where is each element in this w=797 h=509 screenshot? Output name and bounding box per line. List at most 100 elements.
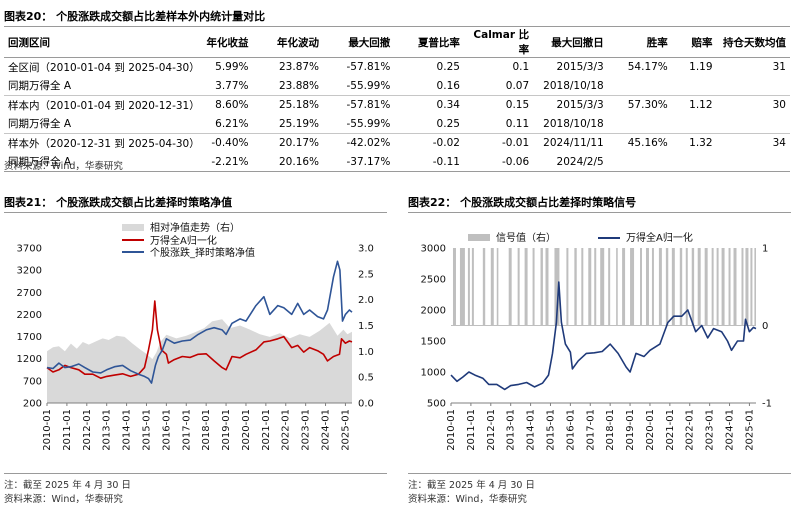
table-cell: 2015/3/3 [556, 61, 604, 74]
left-chart-bottom-rule [4, 473, 387, 474]
x-tick-label: 2023-01 [705, 409, 716, 451]
table-cell: -57.81% [346, 99, 391, 112]
header-cell: 年化波动 [252, 27, 324, 58]
right-chart-title: 图表22： 个股涨跌成交额占比差择时策略信号 [408, 196, 637, 209]
x-tick-label: 2025-01 [744, 409, 755, 451]
table-cell: 2024/11/11 [543, 137, 604, 150]
table-cell [607, 114, 672, 134]
table-cell: -0.11 [394, 152, 464, 172]
left-chart-top-rule [4, 212, 387, 213]
x-tick-label: 2014-01 [122, 409, 133, 451]
signal-bar [728, 248, 731, 326]
stats-table: 回测区间 年化收益 年化波动 最大回撤 夏普比率 Calmar 比率 最大回撤日… [4, 27, 790, 172]
x-tick-label: 2018-01 [201, 409, 212, 451]
left-chart-title: 图表21： 个股涨跌成交额占比差择时策略净值 [4, 196, 233, 209]
table-cell: -0.06 [463, 152, 534, 172]
signal-bar [554, 248, 560, 326]
y-left-tick-label: 3200 [17, 266, 42, 277]
signal-bar [545, 248, 549, 326]
table-cell: 2018/10/18 [533, 76, 608, 96]
y-right-tick-label: 1 [762, 244, 768, 255]
table-cell: -0.40% [211, 137, 249, 150]
table-cell: 34 [772, 137, 786, 150]
table-cell [716, 152, 790, 172]
signal-bar [651, 248, 654, 326]
right-chart-bottom-rule [408, 473, 791, 474]
signal-bar [524, 248, 528, 326]
y-right-tick-label: 2.0 [358, 295, 374, 306]
y-left-tick-label: 3700 [17, 244, 42, 255]
table-top-rule [4, 26, 790, 27]
table-cell: 23.87% [279, 61, 320, 74]
signal-bar [697, 248, 701, 326]
table-row: 样本外（2020-12-31 到 2025-04-30） -0.40% 20.17%… [4, 134, 790, 153]
table-cell: 20.17% [279, 137, 320, 150]
signal-bar [588, 248, 592, 326]
table-title: 图表20： 个股涨跌成交额占比差样本外内统计量对比 [4, 10, 266, 23]
signal-bar [685, 248, 688, 326]
table-cell: -57.81% [346, 61, 391, 74]
series-area-relative [47, 319, 352, 403]
header-cell: 最大回撤日 [533, 27, 608, 58]
table-cell: -55.99% [323, 114, 395, 134]
table-cell: 23.88% [252, 76, 324, 96]
header-cell: 胜率 [607, 27, 672, 58]
signal-bar [532, 248, 535, 326]
header-cell: 赔率 [671, 27, 717, 58]
signal-bar [658, 248, 662, 326]
signal-bar [630, 248, 635, 326]
signal-bar [517, 248, 520, 326]
y-left-tick-label: 3000 [421, 244, 446, 255]
x-tick-label: 2019-01 [625, 409, 636, 451]
table-cell [716, 76, 790, 96]
right-chart-note: 注：截至 2025 年 4 月 30 日 [408, 480, 535, 491]
signal-bar [594, 248, 597, 326]
table-cell [607, 152, 672, 172]
signal-bar [745, 248, 749, 326]
signal-bar [750, 248, 753, 326]
legend-swatch-signal [468, 234, 490, 241]
x-tick-label: 2013-01 [102, 409, 113, 451]
table-cell: 57.30% [627, 99, 668, 112]
left-chart-note: 注：截至 2025 年 4 月 30 日 [4, 480, 131, 491]
x-tick-label: 2016-01 [565, 409, 576, 451]
signal-bar [622, 248, 626, 326]
signal-bar [482, 248, 486, 326]
table-cell: 31 [772, 61, 786, 74]
header-cell: 年化收益 [198, 27, 253, 58]
table-cell: 0.11 [463, 114, 534, 134]
legend-label-relative: 相对净值走势（右） [150, 221, 240, 234]
y-left-tick-label: 1000 [421, 368, 446, 379]
table-cell: 5.99% [215, 61, 249, 74]
table-source: 资料来源：Wind，华泰研究 [4, 161, 123, 172]
header-cell: 回测区间 [4, 27, 199, 58]
y-left-tick-label: 2500 [421, 275, 446, 286]
table-cell: 54.17% [627, 61, 668, 74]
y-right-tick-label: 1.5 [358, 321, 374, 332]
signal-bar [459, 248, 465, 326]
x-tick-label: 2014-01 [526, 409, 537, 451]
y-left-tick-label: 1500 [421, 337, 446, 348]
table-cell: 3.77% [198, 76, 253, 96]
x-tick-label: 2016-01 [161, 409, 172, 451]
x-tick-label: 2025-01 [340, 409, 351, 451]
x-tick-label: 2013-01 [506, 409, 517, 451]
x-tick-label: 2017-01 [181, 409, 192, 451]
table-cell: 同期万得全 A [4, 114, 199, 134]
table-cell: 0.16 [394, 76, 464, 96]
table-cell: 8.60% [215, 99, 249, 112]
y-right-tick-label: 0 [762, 321, 768, 332]
right-chart-top-rule [408, 212, 791, 213]
table-row: 同期万得全 A 6.21% 25.19% -55.99% 0.25 0.11 2018/10… [4, 114, 790, 134]
table-cell: -55.99% [323, 76, 395, 96]
table-cell: -42.02% [346, 137, 391, 150]
header-cell: 持仓天数均值 [716, 27, 790, 58]
table-cell [716, 114, 790, 134]
y-left-tick-label: 200 [23, 399, 42, 410]
x-tick-label: 2024-01 [321, 409, 332, 451]
x-tick-label: 2023-01 [301, 409, 312, 451]
signal-bar [640, 248, 642, 326]
table-cell: -37.17% [323, 152, 395, 172]
table-cell: 1.12 [689, 99, 713, 112]
x-tick-label: 2022-01 [685, 409, 696, 451]
